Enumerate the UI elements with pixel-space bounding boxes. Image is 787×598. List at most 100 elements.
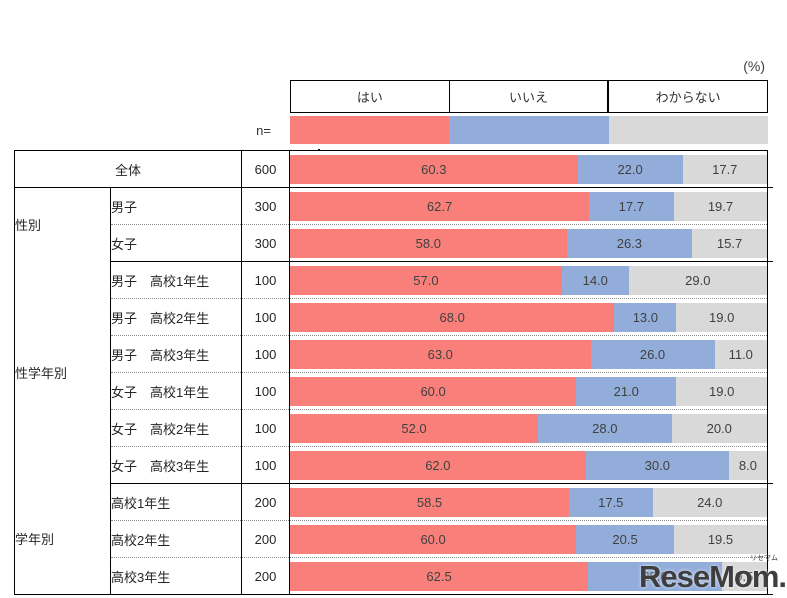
item-label-cell: 男子 高校3年生 xyxy=(110,335,242,373)
bar-value-label: 60.0 xyxy=(420,531,446,547)
bar-segment-no: 22.0 xyxy=(577,154,683,184)
legend-tick-mark xyxy=(318,115,320,154)
n-value-cell: 200 xyxy=(241,520,290,558)
group-label-cell: 性別 xyxy=(14,187,111,262)
bar-segment-yes: 57.0 xyxy=(290,265,562,295)
bar-value-label: 28.0 xyxy=(592,420,618,436)
n-value-cell: 100 xyxy=(241,372,290,410)
bar-segment-yes: 52.0 xyxy=(290,413,539,443)
bar-segment-yes: 62.0 xyxy=(290,450,586,480)
bar-segment-no: 28.0 xyxy=(538,413,672,443)
legend-swatch-dontknow xyxy=(608,116,768,144)
item-label-cell: 高校3年生 xyxy=(110,557,242,595)
legend-swatch-yes xyxy=(290,116,450,144)
bar-value-label: 29.0 xyxy=(685,272,711,288)
bar-value-label: 58.5 xyxy=(416,494,443,510)
stacked-bar: 52.0 28.0 20.0 xyxy=(290,413,767,443)
bar-segment-dontknow: 9.5 xyxy=(721,561,767,591)
bar-value-label: 17.7 xyxy=(712,161,738,177)
item-label-cell: 女子 xyxy=(110,224,242,262)
bar-value-label: 9.5 xyxy=(735,568,754,584)
table-row: 女子 高校3年生 100 62.0 30.0 8.0 xyxy=(15,446,773,484)
legend-cell-yes: はい xyxy=(356,90,383,105)
bar-value-label: 26.3 xyxy=(616,235,643,251)
n-value-cell: 100 xyxy=(241,298,290,336)
table-row: 性学年別 男子 高校1年生 100 57.0 14.0 29.0 xyxy=(14,261,768,484)
n-value-cell: 300 xyxy=(241,224,290,262)
bar-value-label: 19.0 xyxy=(709,309,735,325)
bar-segment-yes: 60.0 xyxy=(290,524,577,554)
bar-value-label: 17.7 xyxy=(618,198,644,214)
bar-segment-yes: 62.7 xyxy=(290,191,590,221)
watermark: リセマム ReseMom. xyxy=(639,555,787,592)
bar-value-label: 68.0 xyxy=(439,309,465,325)
item-label-cell: 高校1年生 xyxy=(110,483,242,521)
stacked-bar: 57.0 14.0 29.0 xyxy=(290,265,767,295)
bar-segment-no: 28.0 xyxy=(588,561,722,591)
legend-cell-no: いいえ xyxy=(448,81,608,112)
bar-segment-no: 30.0 xyxy=(585,450,729,480)
legend-swatch-bar xyxy=(290,116,768,144)
axis-tick-mark xyxy=(767,483,773,484)
table-row: 男子 高校3年生 100 63.0 26.0 11.0 xyxy=(15,335,768,373)
table-row: 女子 300 58.0 26.3 15.7 xyxy=(15,224,773,262)
item-label-cell: 男子 高校2年生 xyxy=(110,298,242,336)
bar-value-label: 19.5 xyxy=(707,531,734,547)
bar-cell: 63.0 26.0 11.0 xyxy=(289,335,768,373)
bar-value-label: 57.0 xyxy=(413,272,439,288)
n-value-cell: 100 xyxy=(241,335,290,373)
watermark-small-text: リセマム xyxy=(750,555,778,562)
n-value-cell: 200 xyxy=(241,483,290,521)
legend-cell-dontknow: わからない xyxy=(607,81,767,112)
bar-value-label: 63.0 xyxy=(427,346,453,362)
bar-segment-yes: 68.0 xyxy=(290,302,615,332)
bar-value-label: 19.7 xyxy=(707,198,734,214)
bar-segment-yes: 58.0 xyxy=(290,228,567,258)
bar-value-label: 8.0 xyxy=(738,457,757,473)
survey-table: 全体 600 60.3 22.0 17.7 性別 男子 300 62.7 17.7 19.7 女子 30… xyxy=(14,150,773,595)
bar-value-label: 62.0 xyxy=(425,457,451,473)
stacked-bar: 68.0 13.0 19.0 xyxy=(290,302,767,332)
bar-cell: 58.5 17.5 24.0 xyxy=(289,483,768,521)
bar-segment-dontknow: 19.0 xyxy=(676,302,767,332)
bar-value-label: 60.0 xyxy=(420,383,446,399)
bar-cell: 62.5 28.0 9.5 xyxy=(289,557,773,595)
axis-tick-mark xyxy=(767,261,773,262)
bar-value-label: 22.0 xyxy=(617,161,643,177)
bar-cell: 52.0 28.0 20.0 xyxy=(289,409,768,447)
legend-swatch-no xyxy=(449,116,609,144)
item-label-cell: 女子 高校1年生 xyxy=(110,372,242,410)
table-row: 高校2年生 200 60.0 20.5 19.5 xyxy=(15,520,768,558)
axis-tick-mark xyxy=(767,594,773,595)
bar-cell: 62.0 30.0 8.0 xyxy=(289,446,773,484)
unit-label: (%) xyxy=(743,58,765,74)
bar-cell: 58.0 26.3 15.7 xyxy=(289,224,773,262)
bar-segment-no: 21.0 xyxy=(576,376,677,406)
bar-value-label: 11.0 xyxy=(728,346,753,362)
stacked-bar: 62.7 17.7 19.7 xyxy=(290,191,768,221)
table-row: 性別 男子 300 62.7 17.7 19.7 xyxy=(14,187,768,262)
n-value-cell: 600 xyxy=(241,150,290,188)
bar-cell: 60.0 20.5 19.5 xyxy=(289,520,768,558)
bar-segment-yes: 63.0 xyxy=(290,339,591,369)
stacked-bar: 58.0 26.3 15.7 xyxy=(290,228,767,258)
axis-tick-mark xyxy=(767,187,773,188)
bar-segment-dontknow: 29.0 xyxy=(628,265,767,295)
item-label-cell: 高校2年生 xyxy=(110,520,242,558)
bar-segment-no: 26.3 xyxy=(566,228,693,258)
bar-segment-yes: 60.3 xyxy=(290,154,578,184)
bar-value-label: 28.0 xyxy=(642,568,668,584)
bar-value-label: 26.0 xyxy=(639,346,666,362)
bar-segment-yes: 60.0 xyxy=(290,376,577,406)
stacked-bar: 60.0 20.5 19.5 xyxy=(290,524,767,554)
bar-value-label: 30.0 xyxy=(644,457,670,473)
bar-value-label: 19.0 xyxy=(709,383,735,399)
bar-cell: 68.0 13.0 19.0 xyxy=(289,298,768,336)
row-label-merged: 全体 xyxy=(14,150,242,188)
group-label-cell: 性学年別 xyxy=(14,261,111,484)
bar-segment-no: 17.7 xyxy=(589,191,674,221)
bar-segment-no: 20.5 xyxy=(576,524,674,554)
bar-cell: 62.7 17.7 19.7 xyxy=(289,187,768,225)
table-row: 男子 高校2年生 100 68.0 13.0 19.0 xyxy=(15,298,768,336)
